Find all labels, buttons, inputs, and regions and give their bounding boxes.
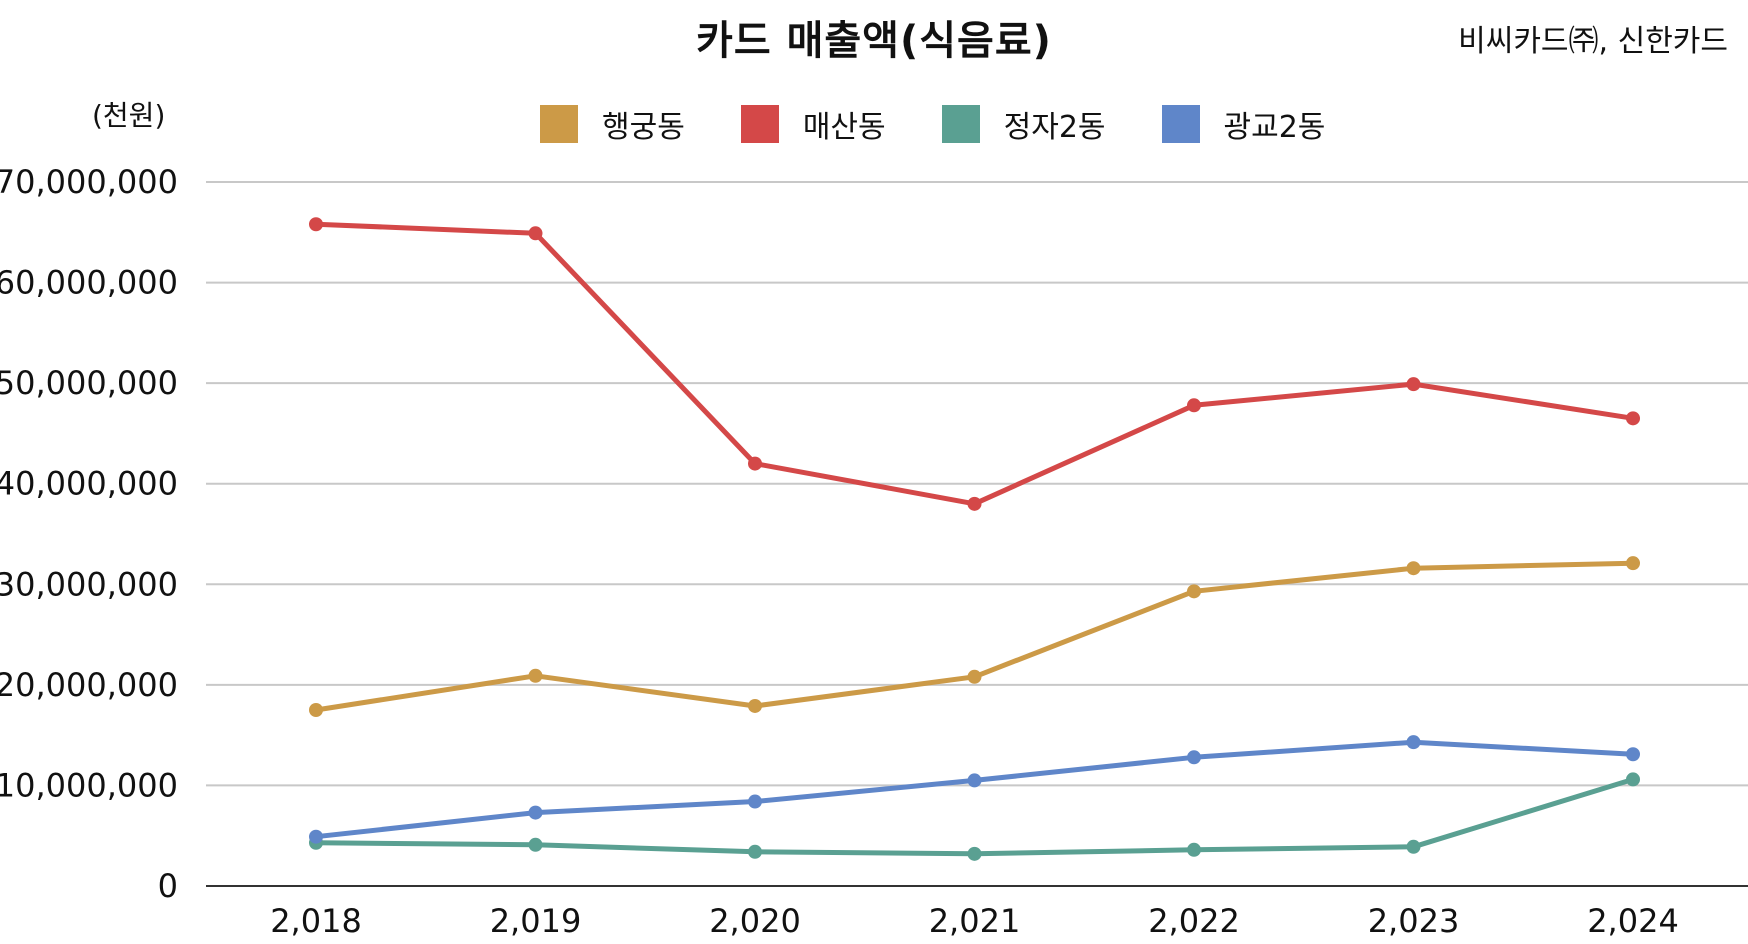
y-tick-label: 50,000,000 [0,364,178,402]
legend-item-jeongja2: 정자2동 [941,102,1106,146]
chart-source: 비씨카드㈜, 신한카드 [1458,24,1728,59]
y-axis-unit-label: (천원) [92,99,166,132]
data-point-maesan [309,217,323,232]
data-point-maesan [1406,377,1421,392]
x-tick-label: 2,023 [1368,902,1460,940]
legend-swatch-gwanggyo2 [1161,105,1200,143]
x-tick-label: 2,018 [270,902,362,940]
data-point-maesan [967,496,982,511]
data-point-gwanggyo2 [309,829,323,844]
data-point-gwanggyo2 [748,794,762,809]
data-point-maesan [748,456,762,471]
y-tick-label: 40,000,000 [0,465,178,503]
x-tick-label: 2,021 [929,902,1021,940]
data-point-gwanggyo2 [967,773,982,788]
data-point-haenggung [967,669,982,684]
data-point-gwanggyo2 [528,805,543,820]
data-point-haenggung [528,668,543,683]
legend-item-gwanggyo2: 광교2동 [1161,102,1326,146]
legend-item-haenggung: 행궁동 [540,102,685,146]
chart-title: 카드 매출액(식음료) [696,18,1052,64]
data-point-jeongja2 [528,837,543,852]
x-tick-label: 2,024 [1587,902,1679,940]
y-tick-label: 30,000,000 [0,565,178,603]
data-point-jeongja2 [1626,772,1640,787]
data-point-maesan [1187,398,1201,413]
data-point-maesan [1626,411,1640,426]
legend-label-maesan: 매산동 [802,110,886,145]
legend: 행궁동 매산동 정자2동 광교2동 [540,102,1381,146]
data-point-gwanggyo2 [1187,750,1201,765]
series-line-maesan [313,221,1636,507]
data-point-gwanggyo2 [1406,735,1421,750]
data-point-haenggung [1406,561,1421,576]
x-tick-label: 2,022 [1148,902,1240,940]
data-point-haenggung [1187,584,1201,599]
series-line-gwanggyo2 [313,739,1636,840]
y-tick-label: 70,000,000 [0,163,178,201]
y-tick-label: 20,000,000 [0,666,178,704]
data-point-haenggung [748,698,762,713]
data-point-gwanggyo2 [1626,747,1640,762]
y-tick-label: 60,000,000 [0,264,178,302]
legend-label-haenggung: 행궁동 [602,110,685,145]
legend-label-jeongja2: 정자2동 [1003,110,1106,145]
legend-label-gwanggyo2: 광교2동 [1223,110,1326,145]
data-point-jeongja2 [748,844,762,859]
y-tick-label: 0 [158,867,178,905]
y-tick-label: 10,000,000 [0,766,178,804]
x-tick-label: 2,020 [709,902,801,940]
data-point-haenggung [309,703,323,717]
data-point-haenggung [1626,556,1640,571]
legend-item-maesan: 매산동 [740,102,886,146]
data-point-jeongja2 [967,846,982,861]
legend-swatch-jeongja2 [941,105,980,143]
legend-swatch-maesan [740,105,779,143]
legend-swatch-haenggung [540,105,578,143]
data-point-jeongja2 [1187,842,1201,857]
data-point-maesan [528,226,543,241]
data-point-jeongja2 [1406,839,1421,854]
x-tick-label: 2,019 [490,902,582,940]
